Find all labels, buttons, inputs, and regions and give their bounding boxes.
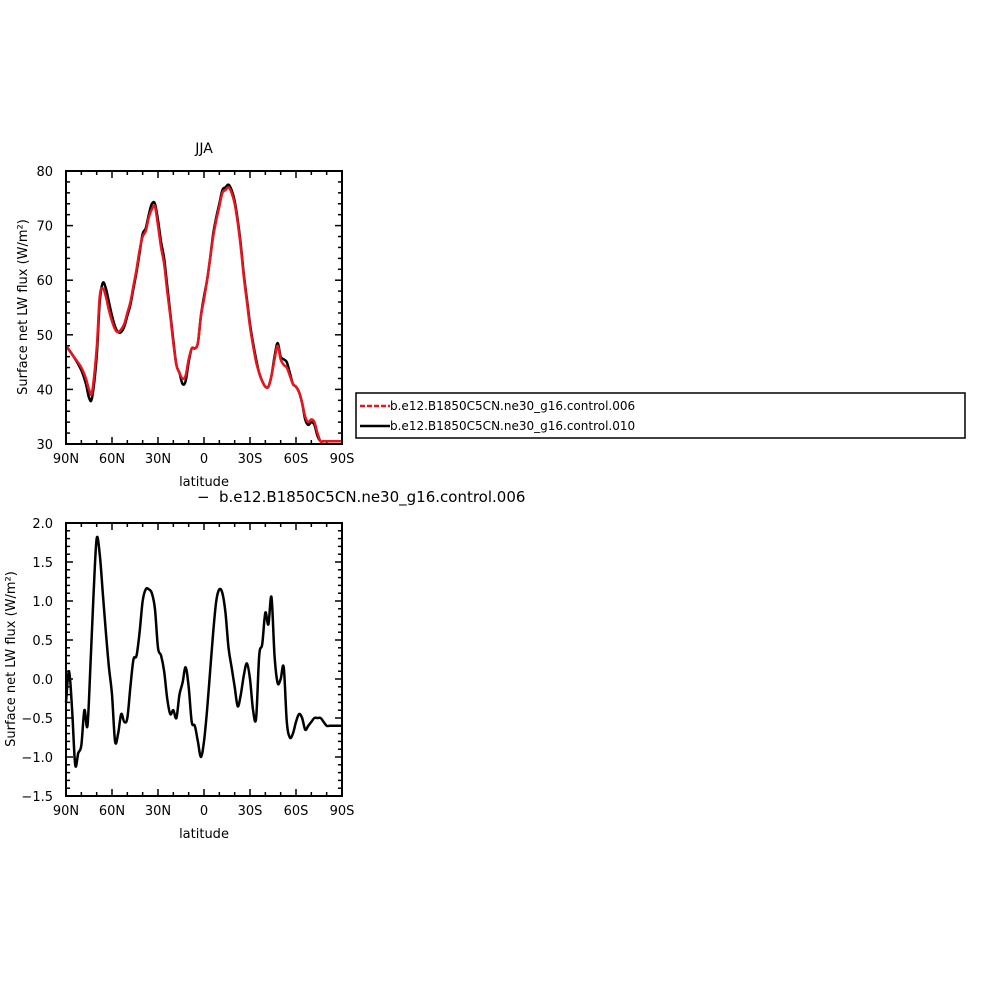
bottom-plot-frame <box>65 522 343 797</box>
top-ticks: 90N 60N 30N 0 30S 60S 90S 30 40 50 60 70 80 <box>36 165 354 467</box>
top-y-tick-label: 30 <box>36 438 53 453</box>
bottom-x-tick-label: 30S <box>238 804 263 819</box>
top-x-tick-label: 60S <box>284 452 309 467</box>
legend-box <box>355 392 966 439</box>
top-y-tick-label: 50 <box>36 329 53 344</box>
top-series-lines <box>64 183 342 444</box>
bottom-y-tick-label: 1.5 <box>32 556 53 571</box>
bottom-chart-dash: − <box>197 488 210 506</box>
bottom-chart-title: b.e12.B1850C5CN.ne30_g16.control.006 <box>219 488 525 507</box>
top-x-axis-label: latitude <box>179 475 229 490</box>
bottom-x-tick-label: 90S <box>330 804 355 819</box>
bottom-y-tick-label: −1.0 <box>21 751 53 766</box>
top-y-tick-label: 80 <box>36 165 53 180</box>
legend-label-control-010: b.e12.B1850C5CN.ne30_g16.control.010 <box>390 419 635 433</box>
top-x-tick-label: 30S <box>238 452 263 467</box>
bottom-x-tick-label: 30N <box>145 804 171 819</box>
top-y-tick-label: 40 <box>36 383 53 398</box>
bottom-series-lines <box>64 535 342 768</box>
bottom-series-difference <box>64 535 342 768</box>
top-series-b-e12-b1850c5cn-ne30-g16-control-006 <box>64 186 342 444</box>
bottom-chart: − b.e12.B1850C5CN.ne30_g16.control.006 9… <box>4 488 525 842</box>
top-x-tick-label: 60N <box>99 452 125 467</box>
bottom-x-tick-label: 60S <box>284 804 309 819</box>
bottom-y-tick-label: 0.0 <box>32 673 53 688</box>
top-y-tick-label: 70 <box>36 220 53 235</box>
legend: b.e12.B1850C5CN.ne30_g16.control.006 b.e… <box>355 392 966 439</box>
top-y-tick-label: 60 <box>36 274 53 289</box>
bottom-y-tick-label: −0.5 <box>21 712 53 727</box>
top-plot-frame <box>65 170 343 445</box>
top-chart-title: JJA <box>194 141 213 157</box>
bottom-x-axis-label: latitude <box>179 827 229 842</box>
bottom-y-axis-label: Surface net LW flux (W/m²) <box>4 571 19 747</box>
bottom-x-tick-label: 90N <box>53 804 79 819</box>
top-x-tick-label: 0 <box>200 452 208 467</box>
bottom-x-tick-label: 60N <box>99 804 125 819</box>
legend-label-control-006: b.e12.B1850C5CN.ne30_g16.control.006 <box>390 399 635 413</box>
bottom-y-tick-label: −1.5 <box>21 790 53 805</box>
bottom-ticks: 90N 60N 30N 0 30S 60S 90S −1.5 −1.0 −0.5 0.0 0.5 1.0… <box>21 517 354 819</box>
top-chart: JJA 90N 60N 30N 0 30S 60S 90S 30 40 50 60 70 80 lati… <box>16 141 354 490</box>
top-x-tick-label: 90S <box>330 452 355 467</box>
bottom-y-tick-label: 2.0 <box>32 517 53 532</box>
top-y-axis-label: Surface net LW flux (W/m²) <box>16 219 31 395</box>
bottom-y-tick-label: 1.0 <box>32 595 53 610</box>
bottom-x-tick-label: 0 <box>200 804 208 819</box>
bottom-y-tick-label: 0.5 <box>32 634 53 649</box>
top-series-b-e12-b1850c5cn-ne30-g16-control-010 <box>64 183 342 443</box>
top-x-tick-label: 90N <box>53 452 79 467</box>
top-x-tick-label: 30N <box>145 452 171 467</box>
